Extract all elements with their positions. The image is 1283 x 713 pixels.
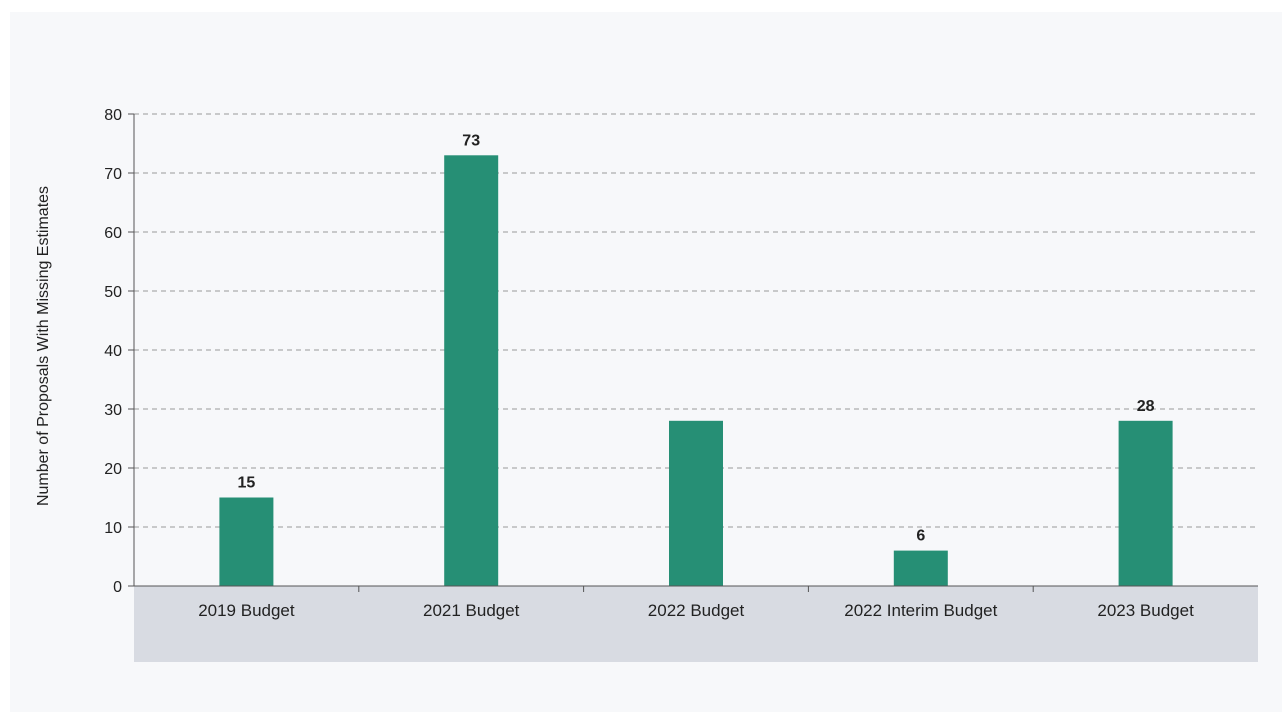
- bar-chart: 0 10 20 30 40 50 60 70 80 15 2019 Budget 73 2021 Bud…: [35, 107, 1258, 662]
- y-tick-label-40: 40: [104, 343, 122, 360]
- category-band: [134, 586, 1258, 662]
- bars: [219, 155, 1173, 587]
- y-tick-label-20: 20: [104, 461, 122, 478]
- data-label-4: 28: [1137, 398, 1155, 415]
- y-axis-title: Number of Proposals With Missing Estimat…: [35, 186, 52, 506]
- bar-0: [219, 497, 274, 586]
- bar-3: [893, 550, 948, 586]
- bar-4: [1118, 420, 1173, 586]
- bar-2: [669, 420, 723, 586]
- data-label-3: 6: [916, 528, 925, 545]
- axes: [128, 113, 1258, 592]
- category-label-3: 2022 Interim Budget: [844, 601, 997, 620]
- y-tick-label-30: 30: [104, 402, 122, 419]
- y-tick-label-50: 50: [104, 284, 122, 301]
- y-tick-label-80: 80: [104, 107, 122, 124]
- category-label-1: 2021 Budget: [423, 601, 520, 620]
- y-tick-label-70: 70: [104, 166, 122, 183]
- chart-panel: 0 10 20 30 40 50 60 70 80 15 2019 Budget 73 2021 Bud…: [10, 12, 1282, 712]
- y-tick-label-0: 0: [113, 579, 122, 596]
- bar-1: [444, 155, 499, 587]
- category-label-2: 2022 Budget: [648, 601, 745, 620]
- category-label-0: 2019 Budget: [198, 601, 295, 620]
- labels: 0 10 20 30 40 50 60 70 80 15 2019 Budget 73 2021 Bud…: [104, 107, 1194, 620]
- data-label-1: 73: [462, 132, 480, 149]
- y-tick-label-60: 60: [104, 225, 122, 242]
- y-tick-label-10: 10: [104, 520, 122, 537]
- data-label-0: 15: [238, 475, 256, 492]
- category-label-4: 2023 Budget: [1097, 601, 1194, 620]
